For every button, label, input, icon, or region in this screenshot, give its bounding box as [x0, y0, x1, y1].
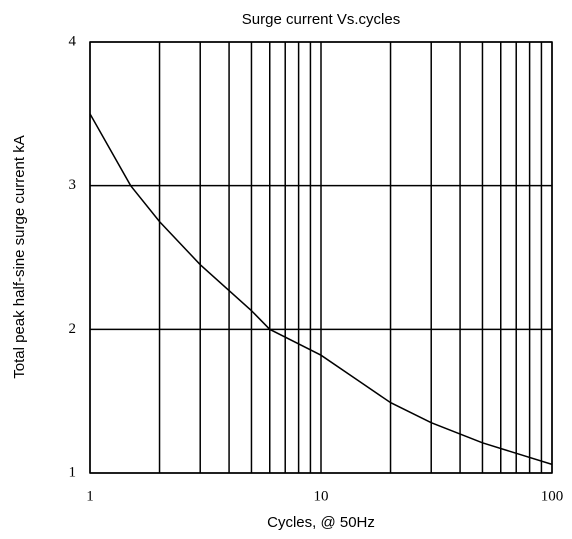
y-tick-label: 3 [69, 177, 77, 193]
y-axis-label: Total peak half-sine surge current kA [11, 135, 28, 378]
x-tick-label: 10 [314, 488, 329, 504]
x-tick-label: 1 [86, 488, 94, 504]
plot-frame [89, 41, 553, 474]
x-tick-label: 100 [541, 488, 564, 504]
y-tick-label: 1 [69, 464, 77, 480]
x-axis-label: Cycles, @ 50Hz [267, 514, 375, 531]
y-tick-label: 4 [69, 33, 77, 49]
chart-title: Surge current Vs.cycles [242, 11, 400, 28]
y-tick-label: 2 [69, 321, 77, 337]
curve [89, 113, 553, 466]
